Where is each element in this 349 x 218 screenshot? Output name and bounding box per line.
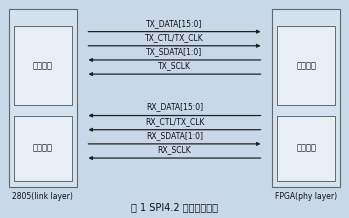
Bar (277, 116, 335, 181)
Text: 接收方向: 接收方向 (296, 61, 316, 70)
Bar (14, 26, 72, 105)
Bar (9, 9, 77, 187)
Text: TX_SDATA[1:0]: TX_SDATA[1:0] (146, 47, 203, 56)
Text: 发送方向: 发送方向 (33, 61, 53, 70)
Text: TX_SCLK: TX_SCLK (158, 61, 191, 70)
Bar (272, 9, 340, 187)
Text: RX_DATA[15:0]: RX_DATA[15:0] (146, 103, 203, 112)
Text: FPGA(phy layer): FPGA(phy layer) (275, 192, 337, 201)
Text: 图 1 SPI4.2 接口电路设计: 图 1 SPI4.2 接口电路设计 (131, 203, 218, 213)
Bar (14, 116, 72, 181)
Text: RX_CTL/TX_CLK: RX_CTL/TX_CLK (145, 117, 204, 126)
Text: TX_CTL/TX_CLK: TX_CTL/TX_CLK (145, 33, 204, 42)
Text: 接收方向: 接收方向 (33, 144, 53, 153)
Text: RX_SCLK: RX_SCLK (158, 145, 191, 154)
Text: 发送方向: 发送方向 (296, 144, 316, 153)
Text: 2805(link layer): 2805(link layer) (12, 192, 73, 201)
Text: TX_DATA[15:0]: TX_DATA[15:0] (146, 19, 203, 28)
Text: RX_SDATA[1:0]: RX_SDATA[1:0] (146, 131, 203, 140)
Bar (277, 26, 335, 105)
